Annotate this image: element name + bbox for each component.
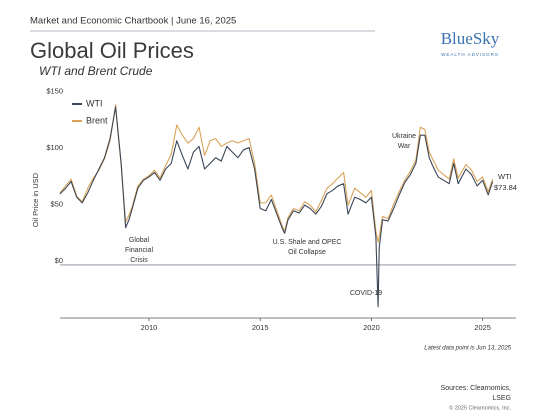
subtitle: WTI and Brent Crude	[39, 64, 153, 78]
end-label-name: WTI	[498, 172, 512, 181]
legend-label: Brent	[86, 115, 108, 125]
chart-title: Global Oil Prices	[30, 38, 194, 63]
y-tick-label: $100	[46, 143, 63, 152]
sources: Sources: Clearnomics,	[441, 385, 511, 392]
annotation: COVID-19	[350, 290, 382, 297]
sources: LSEG	[492, 395, 511, 402]
annotation: War	[398, 143, 411, 150]
series-line	[59, 104, 494, 243]
annotation: U.S. Shale and OPEC	[273, 239, 342, 246]
y-tick-label: $150	[46, 87, 63, 96]
x-tick-label: 2010	[141, 323, 158, 332]
logo-tagline: WEALTH ADVISORS	[441, 52, 499, 57]
x-tick-label: 2015	[252, 323, 269, 332]
logo-name: BlueSky	[441, 29, 500, 48]
series-line	[59, 106, 494, 308]
x-tick-label: 2025	[474, 323, 491, 332]
note: Latest data point is Jun 13, 2025	[424, 346, 511, 352]
annotation: Crisis	[130, 257, 148, 264]
y-tick-label: $50	[50, 199, 63, 208]
legend-label: WTI	[86, 98, 103, 108]
annotation: Financial	[125, 247, 153, 254]
y-axis-label: Oil Price in USD	[31, 172, 40, 227]
annotation: Ukraine	[392, 133, 416, 140]
end-label-value: $73.84	[494, 183, 517, 192]
annotation: Global	[129, 237, 150, 244]
x-tick-label: 2020	[363, 323, 380, 332]
annotation: Oil Collapse	[288, 249, 326, 256]
y-tick-label: $0	[55, 256, 63, 265]
header: Market and Economic Chartbook | June 16,…	[30, 16, 236, 27]
copyright: © 2025 Clearnomics, Inc.	[449, 404, 511, 411]
